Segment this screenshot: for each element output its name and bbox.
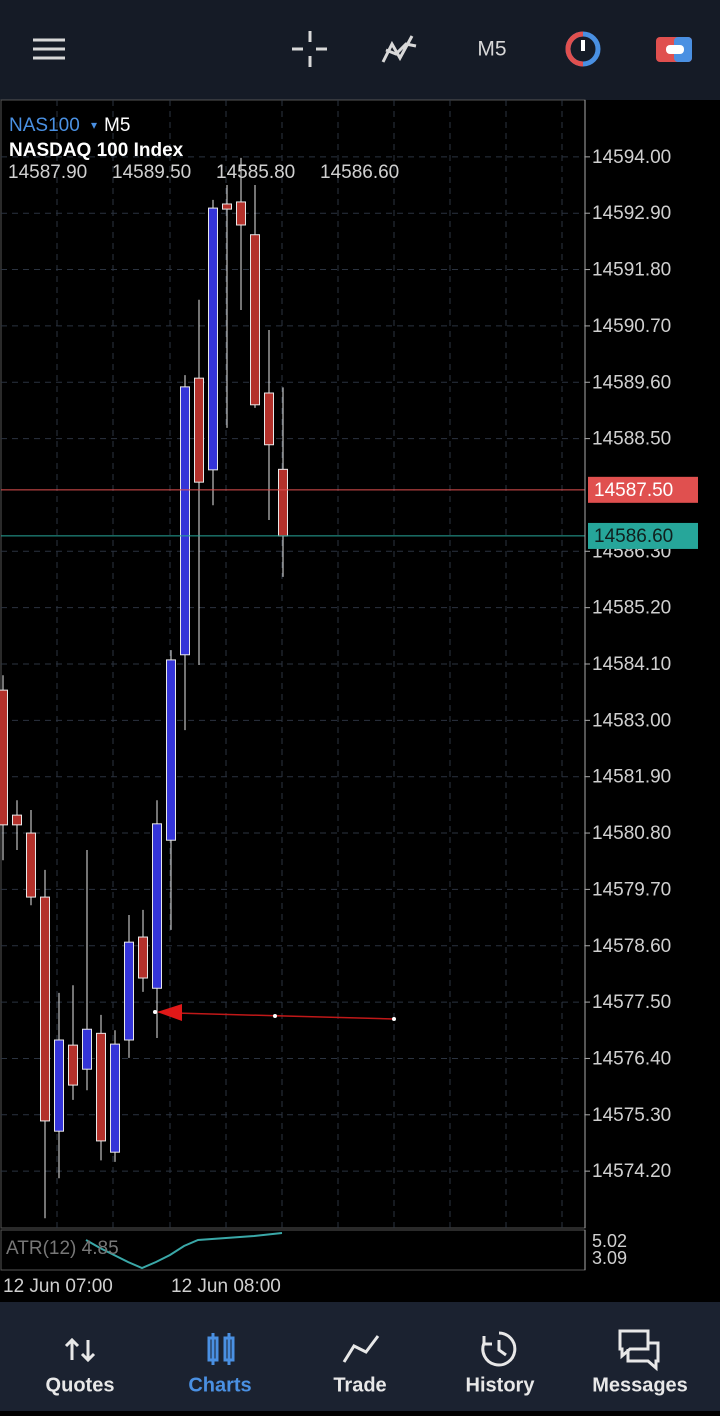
candles [0,157,585,1219]
candle-body [264,392,274,446]
description: NASDAQ 100 Index [9,140,184,161]
y-tick-label: 14576.40 [592,1048,671,1069]
nav-icon[interactable] [64,1337,96,1363]
indicator-axis-label: 3.09 [592,1248,627,1268]
candle-body [250,234,260,406]
y-tick-label: 14583.00 [592,710,671,731]
candle-body [96,1032,106,1142]
candle-body [0,689,8,826]
candle-body [110,1043,120,1153]
ohlc-value: 14589.50 [112,162,191,183]
chart-timeframe: M5 [104,115,130,136]
nav-label[interactable]: Quotes [46,1374,115,1396]
y-tick-label: 14594.00 [592,147,671,168]
trade-button[interactable] [656,37,692,62]
y-tick-label: 14579.70 [592,879,671,900]
nav-icon[interactable] [618,1329,660,1372]
price-tag [588,476,698,503]
x-axis-label: 12 Jun 07:00 [3,1276,113,1297]
y-tick-label: 14581.90 [592,767,671,788]
x-axis-label: 12 Jun 08:00 [171,1276,281,1297]
nav-items: Quotes Charts Trade History Messages [46,1329,688,1396]
ohlc-value: 14585.80 [216,162,295,183]
crosshair-button[interactable] [292,31,327,67]
vertical-grid [56,100,563,1228]
y-tick-label: 14580.80 [592,823,671,844]
y-tick-label: 14575.30 [592,1105,671,1126]
y-tick-label: 14585.20 [592,598,671,619]
y-tick-label: 14574.20 [592,1161,671,1182]
price-tag-label: 14587.50 [594,480,673,501]
candle-body [40,896,50,1122]
candle-body [278,468,288,537]
candle-body [194,377,204,483]
price-tag-label: 14586.60 [594,526,673,547]
nav-icon[interactable] [481,1331,517,1367]
y-tick-label: 14592.90 [592,203,671,224]
ohlc-value: 14586.60 [320,162,399,183]
timeframe-button[interactable]: M5 [477,38,506,61]
price-axis-labels: 14594.00 14592.90 14591.80 14590.70 14589.60… [585,147,698,1182]
y-tick-label: 14591.80 [592,260,671,281]
nav-icon[interactable] [207,1333,235,1365]
y-tick-label: 14588.50 [592,429,671,450]
indicators-button[interactable] [381,35,417,63]
bottom-nav [0,1302,720,1411]
nav-label[interactable]: Trade [333,1374,386,1396]
nav-label[interactable]: Messages [592,1374,688,1396]
candle-body [166,659,176,841]
grid [1,156,585,1172]
y-tick-label: 14577.50 [592,992,671,1013]
y-tick-label: 14590.70 [592,316,671,337]
nav-label[interactable]: Charts [188,1374,251,1396]
one-click-button[interactable] [565,31,601,67]
candle-body [152,823,162,989]
arrow-drawing [153,1004,396,1021]
candle-body [54,1039,64,1132]
indicator-axis-label: 5.02 [592,1231,627,1251]
price-tag [588,522,698,549]
candle-body [208,207,218,471]
candle-body [222,203,232,210]
indicator-label: ATR(12) 4.85 [6,1238,119,1259]
candle-body [180,386,190,656]
candle-body [124,941,134,1041]
ohlc-readout: 14587.90 14589.50 14585.80 14586.60 [8,162,399,183]
candle-body [82,1028,92,1070]
symbol-dropdown[interactable]: ▾ [91,118,97,132]
menu-button[interactable] [33,38,65,60]
top-bar [0,0,720,100]
ohlc-value: 14587.90 [8,162,87,183]
candle-body [138,936,148,979]
candle-body [12,814,22,826]
nav-icon[interactable] [342,1335,380,1363]
y-tick-label: 14584.10 [592,654,671,675]
candle-body [236,201,246,226]
atr-line [85,1232,283,1270]
candle-body [68,1044,78,1086]
symbol[interactable]: NAS100 [9,115,80,136]
nav-label[interactable]: History [466,1374,536,1396]
y-tick-label: 14578.60 [592,936,671,957]
candle-body [26,832,36,898]
y-tick-label: 14589.60 [592,372,671,393]
